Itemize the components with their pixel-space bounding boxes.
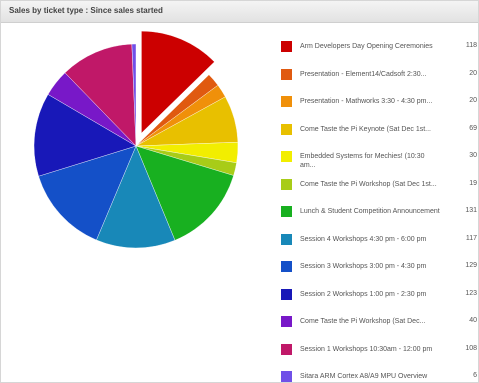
legend-swatch [281, 41, 292, 52]
legend-item[interactable]: Come Taste the Pi Keynote (Sat Dec 1st..… [281, 122, 477, 150]
legend-item[interactable]: Session 1 Workshops 10:30am - 12:00 pm 10… [281, 342, 477, 370]
legend-value: 19 [469, 179, 477, 187]
legend-value: 118 [465, 42, 477, 49]
legend-value: 69 [469, 124, 477, 132]
legend-value: 129 [465, 262, 477, 269]
legend-swatch [281, 233, 292, 245]
legend-value: 117 [465, 234, 477, 242]
legend-label: Session 4 Workshops 4:30 pm - 6:00 pm [300, 235, 427, 243]
legend-value: 40 [469, 317, 477, 324]
legend-label: Lunch & Student Competition Announcement [300, 208, 440, 215]
legend-swatch [281, 178, 292, 190]
pie-chart [33, 30, 239, 249]
legend-label: Presentation - Element14/Cadsoft 2:30... [300, 70, 427, 78]
legend-label: Presentation - Mathworks 3:30 - 4:30 pm.… [300, 98, 433, 105]
chart-title: Sales by ticket type : Since sales start… [9, 6, 163, 15]
legend-swatch [281, 123, 292, 135]
legend-value: 20 [469, 69, 477, 77]
pie-slice[interactable] [135, 145, 234, 241]
legend-label: Arm Developers Day Opening Ceremonies [300, 43, 433, 50]
legend-item[interactable]: Session 2 Workshops 1:00 pm - 2:30 pm 123 [281, 287, 477, 315]
legend-swatch [281, 96, 292, 107]
legend-swatch [281, 316, 292, 327]
pie-slice[interactable] [33, 94, 137, 177]
legend-item[interactable]: Presentation - Element14/Cadsoft 2:30...… [281, 67, 477, 95]
pie-slice[interactable] [141, 30, 215, 134]
legend-swatch [281, 343, 292, 355]
legend-value: 131 [465, 207, 477, 214]
legend-swatch [281, 68, 292, 80]
legend-item[interactable]: Embedded Systems for Mechies! (10:30 am.… [281, 149, 477, 177]
legend-label: Embedded Systems for Mechies! (10:30 am.… [300, 153, 425, 169]
legend-value: 6 [473, 372, 477, 379]
legend-value: 20 [469, 97, 477, 104]
legend-swatch [281, 151, 292, 162]
pie-slice[interactable] [38, 145, 137, 241]
legend-item[interactable]: Come Taste the Pi Workshop (Sat Dec 1st.… [281, 177, 477, 205]
legend-item[interactable]: Session 4 Workshops 4:30 pm - 6:00 pm 117 [281, 232, 477, 260]
legend-label: Come Taste the Pi Keynote (Sat Dec 1st..… [300, 125, 431, 133]
legend-item[interactable]: Sitara ARM Cortex A8/A9 MPU Overview 6 [281, 369, 477, 383]
legend-label: Session 2 Workshops 1:00 pm - 2:30 pm [300, 290, 427, 298]
legend-item[interactable]: Come Taste the Pi Workshop (Sat Dec... 40 [281, 314, 477, 342]
legend-swatch [281, 261, 292, 272]
legend-label: Session 3 Workshops 3:00 pm - 4:30 pm [300, 263, 427, 270]
legend-value: 123 [465, 289, 477, 297]
legend: Arm Developers Day Opening Ceremonies 118… [281, 39, 477, 383]
legend-swatch [281, 288, 292, 300]
legend-label: Session 1 Workshops 10:30am - 12:00 pm [300, 345, 433, 353]
legend-value: 108 [465, 344, 477, 352]
legend-label: Come Taste the Pi Workshop (Sat Dec... [300, 318, 426, 325]
pie-slice[interactable] [64, 43, 137, 147]
pie-slice[interactable] [96, 145, 176, 249]
legend-label: Come Taste the Pi Workshop (Sat Dec 1st.… [300, 180, 437, 188]
legend-item[interactable]: Presentation - Mathworks 3:30 - 4:30 pm.… [281, 94, 477, 122]
legend-item[interactable]: Arm Developers Day Opening Ceremonies 118 [281, 39, 477, 67]
pie-slice[interactable] [131, 43, 137, 147]
panel-header: Sales by ticket type : Since sales start… [1, 1, 478, 23]
legend-item[interactable]: Lunch & Student Competition Announcement… [281, 204, 477, 232]
legend-value: 30 [469, 152, 477, 159]
legend-swatch [281, 371, 292, 382]
legend-swatch [281, 206, 292, 217]
legend-item[interactable]: Session 3 Workshops 3:00 pm - 4:30 pm 129 [281, 259, 477, 287]
legend-label: Sitara ARM Cortex A8/A9 MPU Overview [300, 373, 428, 380]
